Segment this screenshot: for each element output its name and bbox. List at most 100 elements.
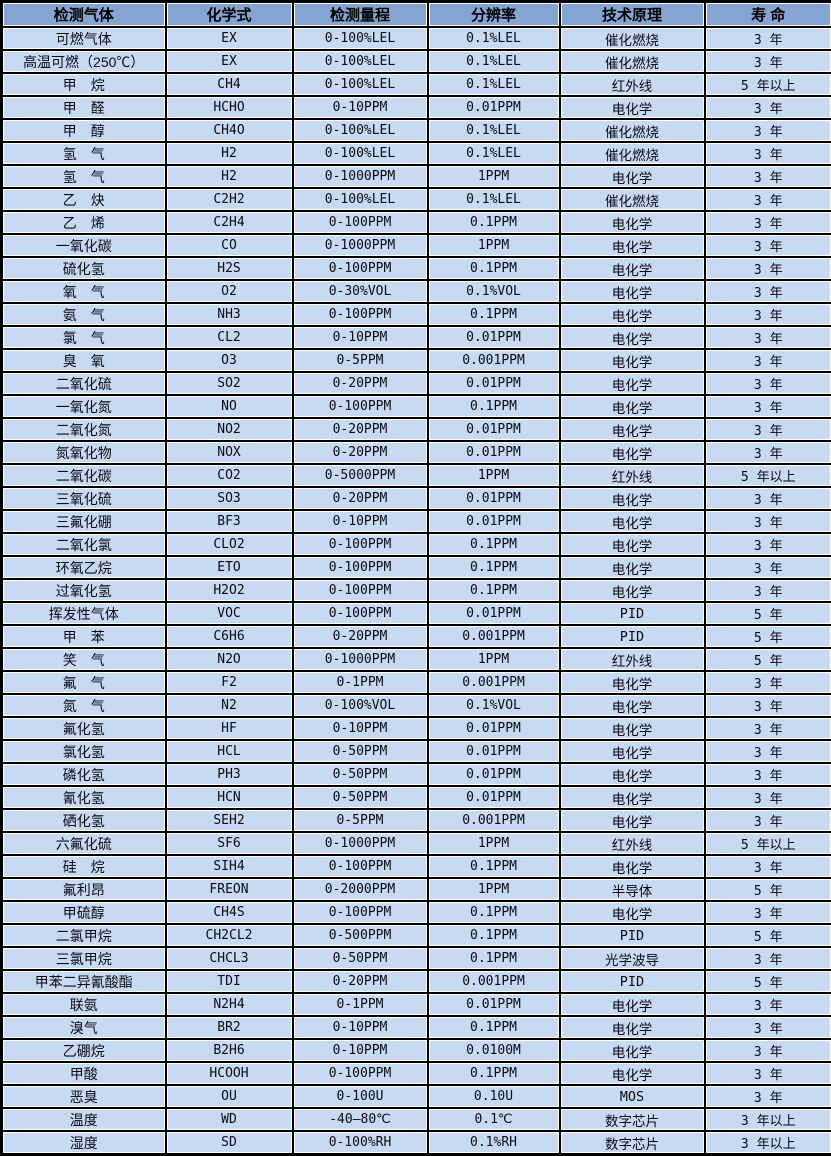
cell-chemical-formula: VOC <box>166 602 293 625</box>
table-row: 氮氧化物 NOX 0-20PPM 0.01PPM 电化学 3 年 <box>2 441 831 464</box>
cell-resolution: 0.10U <box>428 1085 560 1108</box>
cell-lifespan: 5 年 <box>705 878 831 901</box>
cell-technology: 电化学 <box>560 349 705 372</box>
cell-resolution: 0.1PPM <box>428 855 560 878</box>
table-row: 温度 WD -40—80℃ 0.1℃ 数字芯片 3 年以上 <box>2 1108 831 1131</box>
cell-chemical-formula: SF6 <box>166 832 293 855</box>
cell-technology: 催化燃烧 <box>560 27 705 50</box>
cell-gas-name: 三氧化硫 <box>2 487 166 510</box>
cell-detection-range: 0-500PPM <box>293 924 428 947</box>
cell-resolution: 0.01PPM <box>428 372 560 395</box>
cell-resolution: 0.01PPM <box>428 418 560 441</box>
table-row: 氢 气 H2 0-1000PPM 1PPM 电化学 3 年 <box>2 165 831 188</box>
cell-chemical-formula: TDI <box>166 970 293 993</box>
table-row: 高温可燃（250℃） EX 0-100%LEL 0.1%LEL 催化燃烧 3 年 <box>2 50 831 73</box>
cell-technology: 电化学 <box>560 487 705 510</box>
table-row: 笑 气 N2O 0-1000PPM 1PPM 红外线 5 年 <box>2 648 831 671</box>
cell-lifespan: 3 年 <box>705 119 831 142</box>
cell-technology: 电化学 <box>560 234 705 257</box>
cell-chemical-formula: HCL <box>166 740 293 763</box>
cell-technology: 电化学 <box>560 418 705 441</box>
cell-detection-range: 0-5PPM <box>293 809 428 832</box>
cell-resolution: 0.1PPM <box>428 947 560 970</box>
cell-resolution: 1PPM <box>428 165 560 188</box>
table-row: 氢 气 H2 0-100%LEL 0.1%LEL 催化燃烧 3 年 <box>2 142 831 165</box>
table-row: 环氧乙烷 ETO 0-100PPM 0.1PPM 电化学 3 年 <box>2 556 831 579</box>
cell-detection-range: 0-20PPM <box>293 372 428 395</box>
cell-gas-name: 一氧化碳 <box>2 234 166 257</box>
table-row: 甲苯二异氰酸酯 TDI 0-20PPM 0.001PPM PID 5 年 <box>2 970 831 993</box>
cell-gas-name: 氟利昂 <box>2 878 166 901</box>
cell-technology: 电化学 <box>560 579 705 602</box>
table-row: 二氧化氮 NO2 0-20PPM 0.01PPM 电化学 3 年 <box>2 418 831 441</box>
cell-detection-range: 0-100%VOL <box>293 694 428 717</box>
cell-detection-range: 0-50PPM <box>293 740 428 763</box>
cell-gas-name: 甲苯二异氰酸酯 <box>2 970 166 993</box>
cell-gas-name: 甲 烷 <box>2 73 166 96</box>
cell-detection-range: 0-100%LEL <box>293 73 428 96</box>
cell-resolution: 0.001PPM <box>428 970 560 993</box>
cell-gas-name: 硫化氢 <box>2 257 166 280</box>
table-row: 氯化氢 HCL 0-50PPM 0.01PPM 电化学 3 年 <box>2 740 831 763</box>
cell-detection-range: 0-50PPM <box>293 763 428 786</box>
cell-gas-name: 六氟化硫 <box>2 832 166 855</box>
cell-technology: 电化学 <box>560 901 705 924</box>
cell-gas-name: 氯化氢 <box>2 740 166 763</box>
cell-technology: 电化学 <box>560 395 705 418</box>
cell-resolution: 0.1%RH <box>428 1131 560 1155</box>
table-row: 甲硫醇 CH4S 0-100PPM 0.1PPM 电化学 3 年 <box>2 901 831 924</box>
cell-detection-range: 0-10PPM <box>293 717 428 740</box>
cell-lifespan: 5 年以上 <box>705 464 831 487</box>
cell-chemical-formula: SO2 <box>166 372 293 395</box>
cell-chemical-formula: SD <box>166 1131 293 1155</box>
cell-gas-name: 氢 气 <box>2 165 166 188</box>
cell-detection-range: 0-30%VOL <box>293 280 428 303</box>
cell-gas-name: 乙硼烷 <box>2 1039 166 1062</box>
cell-lifespan: 3 年 <box>705 188 831 211</box>
cell-lifespan: 5 年以上 <box>705 832 831 855</box>
table-row: 二氯甲烷 CH2CL2 0-500PPM 0.1PPM PID 5 年 <box>2 924 831 947</box>
cell-chemical-formula: N2 <box>166 694 293 717</box>
cell-gas-name: 联氨 <box>2 993 166 1016</box>
cell-chemical-formula: SO3 <box>166 487 293 510</box>
cell-detection-range: 0-100U <box>293 1085 428 1108</box>
cell-chemical-formula: N2H4 <box>166 993 293 1016</box>
table-row: 联氨 N2H4 0-1PPM 0.01PPM 电化学 3 年 <box>2 993 831 1016</box>
cell-resolution: 0.1PPM <box>428 924 560 947</box>
cell-gas-name: 乙 烯 <box>2 211 166 234</box>
cell-chemical-formula: SIH4 <box>166 855 293 878</box>
cell-resolution: 0.1℃ <box>428 1108 560 1131</box>
table-row: 乙 炔 C2H2 0-100%LEL 0.1%LEL 催化燃烧 3 年 <box>2 188 831 211</box>
cell-resolution: 0.01PPM <box>428 717 560 740</box>
cell-chemical-formula: BR2 <box>166 1016 293 1039</box>
cell-resolution: 0.1PPM <box>428 395 560 418</box>
cell-lifespan: 3 年 <box>705 280 831 303</box>
cell-gas-name: 甲 醛 <box>2 96 166 119</box>
cell-technology: PID <box>560 924 705 947</box>
table-row: 臭 氧 O3 0-5PPM 0.001PPM 电化学 3 年 <box>2 349 831 372</box>
table-row: 氮 气 N2 0-100%VOL 0.1%VOL 电化学 3 年 <box>2 694 831 717</box>
cell-gas-name: 甲酸 <box>2 1062 166 1085</box>
table-row: 过氧化氢 H2O2 0-100PPM 0.1PPM 电化学 3 年 <box>2 579 831 602</box>
cell-technology: 电化学 <box>560 694 705 717</box>
cell-detection-range: 0-10PPM <box>293 1016 428 1039</box>
cell-gas-name: 三氯甲烷 <box>2 947 166 970</box>
cell-gas-name: 挥发性气体 <box>2 602 166 625</box>
cell-lifespan: 3 年 <box>705 395 831 418</box>
cell-technology: 电化学 <box>560 96 705 119</box>
table-row: 三氯甲烷 CHCL3 0-50PPM 0.1PPM 光学波导 3 年 <box>2 947 831 970</box>
cell-chemical-formula: BF3 <box>166 510 293 533</box>
cell-chemical-formula: CO <box>166 234 293 257</box>
cell-chemical-formula: CH4 <box>166 73 293 96</box>
cell-detection-range: 0-20PPM <box>293 487 428 510</box>
cell-lifespan: 3 年 <box>705 1016 831 1039</box>
cell-technology: 红外线 <box>560 464 705 487</box>
cell-technology: 催化燃烧 <box>560 119 705 142</box>
cell-gas-name: 一氧化氮 <box>2 395 166 418</box>
cell-resolution: 1PPM <box>428 878 560 901</box>
cell-technology: 电化学 <box>560 740 705 763</box>
table-row: 甲 醇 CH4O 0-100%LEL 0.1%LEL 催化燃烧 3 年 <box>2 119 831 142</box>
cell-detection-range: 0-1PPM <box>293 671 428 694</box>
cell-gas-name: 氮 气 <box>2 694 166 717</box>
cell-resolution: 1PPM <box>428 464 560 487</box>
